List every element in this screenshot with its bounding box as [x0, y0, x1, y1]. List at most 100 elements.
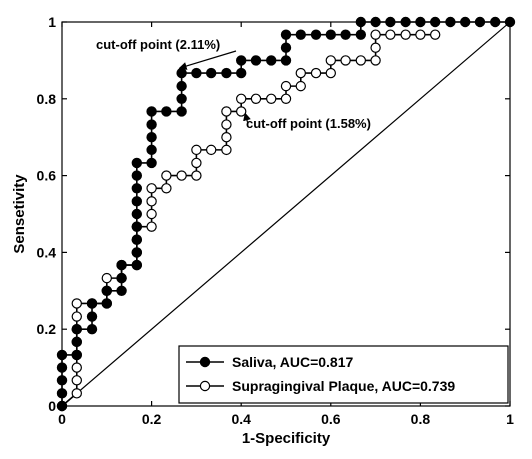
y-tick-label: 0.4 — [37, 244, 57, 260]
data-point-plaque — [295, 80, 306, 92]
data-point-saliva — [490, 16, 501, 28]
data-point-plaque — [235, 93, 247, 105]
data-point-plaque — [205, 144, 217, 156]
data-point-saliva — [176, 106, 187, 117]
data-point-saliva — [415, 16, 426, 28]
data-point-saliva — [310, 29, 322, 40]
data-point-saliva — [71, 349, 82, 361]
data-point-saliva — [176, 67, 187, 79]
data-point-plaque — [71, 375, 82, 386]
data-point-saliva — [355, 16, 367, 28]
data-point-plaque — [161, 183, 172, 194]
annotations: cut-off point (2.11%) cut-off point (1.5… — [96, 37, 371, 131]
legend: Saliva, AUC=0.817 Supragingival Plaque, … — [178, 345, 509, 404]
data-point-plaque — [176, 170, 187, 181]
data-point-saliva — [131, 234, 143, 245]
y-tick-label: 0 — [48, 398, 56, 414]
data-point-plaque — [266, 93, 277, 105]
x-tick-label: 0.8 — [411, 411, 431, 427]
data-point-saliva — [176, 80, 187, 92]
data-point-plaque — [146, 208, 157, 220]
data-point-plaque — [385, 29, 396, 40]
data-point-saliva — [445, 16, 456, 28]
data-point-saliva — [280, 42, 292, 53]
data-point-saliva — [161, 106, 172, 117]
x-tick-label: 0.6 — [321, 411, 341, 427]
data-point-plaque — [191, 144, 202, 156]
legend-label-saliva: Saliva, AUC=0.817 — [232, 354, 353, 370]
legend-box — [178, 345, 509, 404]
data-point-saliva — [176, 93, 187, 105]
reference-diagonal — [61, 21, 511, 407]
data-point-saliva — [116, 259, 127, 271]
data-point-plaque — [250, 93, 262, 105]
data-point-saliva — [56, 400, 68, 412]
x-tick-label: 0.4 — [231, 411, 251, 427]
data-point-saliva — [429, 16, 441, 28]
y-axis-label: Sensetivity — [11, 174, 28, 254]
data-point-saliva — [71, 336, 82, 348]
data-point-saliva — [56, 375, 68, 386]
data-point-plaque — [310, 67, 322, 79]
data-point-plaque — [146, 221, 157, 232]
data-point-saliva — [235, 67, 247, 79]
data-point-plaque — [370, 55, 381, 66]
data-point-saliva — [71, 324, 82, 335]
data-point-saliva — [131, 157, 143, 169]
data-point-saliva — [280, 55, 292, 66]
data-point-plaque — [146, 196, 157, 207]
data-point-plaque — [295, 67, 306, 79]
data-point-saliva — [86, 311, 98, 322]
data-point-saliva — [385, 16, 396, 28]
data-point-saliva — [146, 119, 157, 130]
data-point-plaque — [415, 29, 426, 40]
data-point-plaque — [400, 29, 411, 40]
data-point-plaque — [191, 170, 202, 181]
data-point-saliva — [56, 349, 68, 361]
data-point-saliva — [56, 388, 68, 399]
legend-label-plaque: Supragingival Plaque, AUC=0.739 — [232, 378, 455, 394]
data-point-plaque — [325, 55, 336, 66]
data-point-plaque — [71, 311, 82, 322]
data-point-saliva — [86, 324, 98, 335]
data-point-plaque — [146, 183, 157, 194]
data-point-plaque — [71, 298, 82, 309]
data-point-saliva — [131, 170, 143, 181]
annotation-cutoff-saliva: cut-off point (2.11%) — [96, 37, 220, 52]
data-point-saliva — [146, 131, 157, 143]
data-point-plaque — [221, 106, 232, 117]
data-point-saliva — [146, 157, 157, 169]
data-point-saliva — [325, 29, 336, 40]
y-tick-label: 0.6 — [37, 168, 57, 184]
y-tick-label: 0.2 — [37, 321, 57, 337]
data-point-saliva — [131, 196, 143, 207]
x-axis-label: 1-Specificity — [242, 430, 331, 447]
data-point-saliva — [131, 259, 143, 271]
data-point-plaque — [280, 80, 292, 92]
data-point-saliva — [205, 67, 217, 79]
y-tick-label: 0.8 — [37, 91, 57, 107]
data-point-saliva — [86, 298, 98, 309]
annotation-cutoff-plaque: cut-off point (1.58%) — [246, 116, 371, 131]
x-tick-label: 0 — [58, 411, 66, 427]
data-point-plaque — [221, 144, 232, 156]
data-point-plaque — [340, 55, 351, 66]
data-point-saliva — [355, 29, 367, 40]
data-point-saliva — [266, 55, 277, 66]
data-point-plaque — [101, 272, 113, 284]
data-point-saliva — [295, 29, 306, 40]
data-point-saliva — [101, 285, 113, 296]
data-point-saliva — [221, 67, 232, 79]
data-point-saliva — [56, 362, 68, 373]
data-point-saliva — [370, 16, 381, 28]
data-point-saliva — [460, 16, 471, 28]
data-point-plaque — [161, 170, 172, 181]
y-tick-label: 1 — [48, 14, 56, 30]
data-point-plaque — [71, 388, 82, 399]
data-point-saliva — [340, 29, 351, 40]
data-point-plaque — [325, 67, 336, 79]
annotation-arrow-saliva — [178, 50, 237, 70]
data-point-saliva — [101, 298, 113, 309]
data-point-plaque — [191, 157, 202, 169]
